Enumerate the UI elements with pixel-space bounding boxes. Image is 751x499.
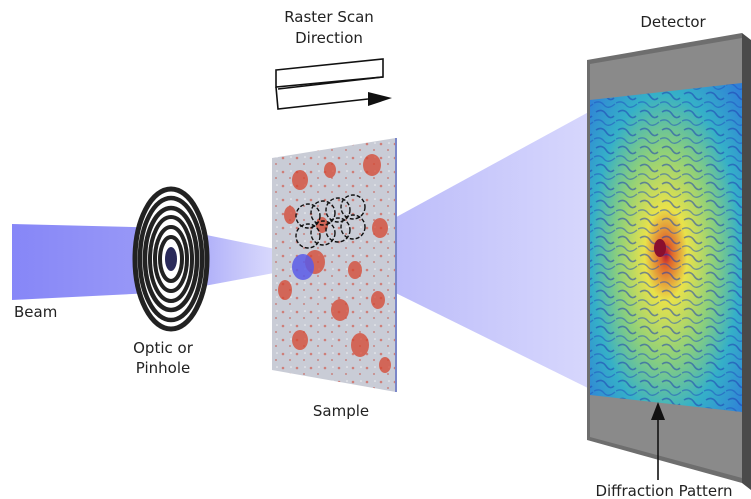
beam-spot [292, 254, 314, 280]
central-peak [654, 239, 666, 257]
optic-label-line2: Pinhole [136, 359, 190, 377]
incoming-beam [12, 224, 172, 300]
raster-scan-arrow [275, 58, 392, 110]
sample-label: Sample [313, 402, 369, 420]
zone-plate-optic [132, 186, 210, 332]
beam-label: Beam [14, 303, 57, 321]
detector [587, 33, 751, 490]
scan-positions [295, 194, 366, 249]
diffraction-pointer [651, 402, 665, 480]
diffraction-pattern-label: Diffraction Pattern [595, 482, 732, 499]
detector-label: Detector [640, 13, 706, 31]
optic-label-line1: Optic or [133, 339, 194, 357]
scattered-cone [345, 108, 596, 392]
raster-scan-label-line2: Direction [295, 29, 363, 47]
sample-plate [272, 138, 397, 392]
raster-scan-label-line1: Raster Scan [284, 8, 374, 26]
